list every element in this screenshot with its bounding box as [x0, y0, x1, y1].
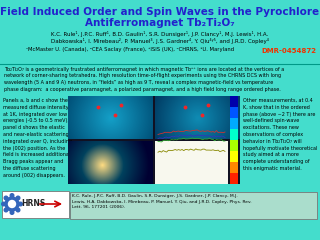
Circle shape	[10, 194, 14, 197]
Bar	[230, 140, 238, 151]
Bar	[230, 118, 238, 129]
Circle shape	[2, 202, 5, 206]
Text: HRNS: HRNS	[21, 199, 45, 209]
Bar	[230, 96, 238, 107]
Bar	[230, 107, 238, 118]
Circle shape	[5, 197, 19, 211]
Circle shape	[9, 200, 15, 208]
Text: ¹McMaster U. (Canada), ²CEA Saclay (France), ³ISIS (UK), ⁴CHRNS, ⁵U. Maryland: ¹McMaster U. (Canada), ²CEA Saclay (Fran…	[26, 47, 234, 52]
Bar	[230, 173, 238, 184]
Text: Antiferromagnet Tb₂Ti₂O₇: Antiferromagnet Tb₂Ti₂O₇	[85, 18, 235, 28]
FancyBboxPatch shape	[2, 191, 68, 217]
Text: Tb₂Ti₂O₇ is a geometrically frustrated antiferromagnet in which magnetic Tb³⁺ io: Tb₂Ti₂O₇ is a geometrically frustrated a…	[4, 66, 284, 92]
Text: Other measurements, at 0.4
K, show that in the ordered
phase (above ~2 T) there : Other measurements, at 0.4 K, show that …	[243, 98, 317, 171]
Circle shape	[10, 211, 14, 214]
Text: Dabkowska¹, I. Mirebeau², P. Manuel³, J.S. Gardner⁴, Y. Qiu⁴ʸ⁵, and J.R.D. Cople: Dabkowska¹, I. Mirebeau², P. Manuel³, J.…	[51, 38, 269, 44]
Circle shape	[4, 208, 8, 212]
Circle shape	[19, 202, 22, 206]
FancyBboxPatch shape	[69, 192, 316, 218]
Text: DMR-0454872: DMR-0454872	[261, 48, 316, 54]
Circle shape	[16, 208, 20, 212]
Text: Panels a, b and c show the
measured diffuse intensity
at 1K, integrated over low: Panels a, b and c show the measured diff…	[3, 98, 72, 178]
Bar	[230, 151, 238, 162]
Circle shape	[4, 196, 8, 200]
Text: K.C. Rule, J.P.C. Ruff, B.D. Gaulin, S.R. Dunsiger, J.S. Gardner, J.P. Clancy, M: K.C. Rule, J.P.C. Ruff, B.D. Gaulin, S.R…	[72, 194, 252, 209]
Text: Field Induced Order and Spin Waves in the Pyrochlore: Field Induced Order and Spin Waves in th…	[0, 7, 320, 17]
Text: K.C. Rule¹, J.P.C. Ruff¹, B.D. Gaulin¹, S.R. Dunsiger¹, J.P. Clancy¹, M.J. Lewis: K.C. Rule¹, J.P.C. Ruff¹, B.D. Gaulin¹, …	[52, 31, 268, 37]
Bar	[155, 141, 228, 184]
Bar	[68, 96, 240, 184]
Bar	[230, 129, 238, 140]
Bar	[230, 162, 238, 173]
Circle shape	[16, 196, 20, 200]
